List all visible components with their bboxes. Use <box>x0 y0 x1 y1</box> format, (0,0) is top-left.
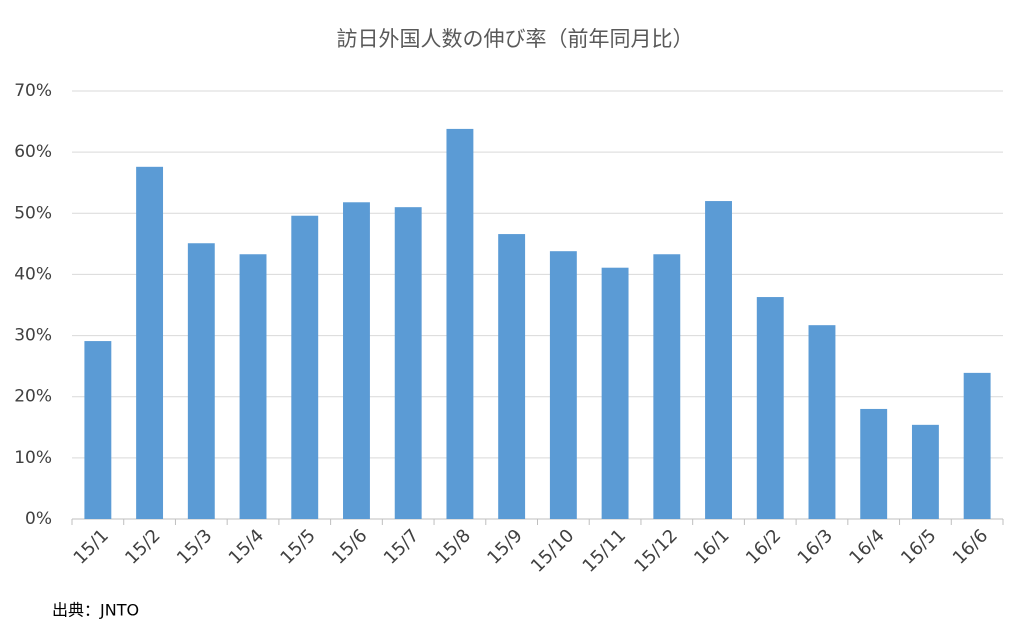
bar <box>394 207 422 519</box>
source-note: 出典：JNTO <box>52 601 139 620</box>
y-tick-label: 30% <box>14 326 52 346</box>
bar <box>653 254 681 519</box>
y-tick-label: 70% <box>14 81 52 101</box>
bar <box>860 408 888 519</box>
bar <box>446 128 474 519</box>
y-tick-label: 50% <box>14 203 52 223</box>
bar <box>756 297 784 519</box>
bar <box>963 372 991 519</box>
bar <box>291 215 319 519</box>
y-tick-label: 60% <box>14 142 52 162</box>
bar <box>187 243 215 519</box>
bar <box>705 201 732 520</box>
bar <box>84 341 112 519</box>
chart-title: 訪日外国人数の伸び率（前年同月比） <box>337 27 694 51</box>
bar <box>239 254 267 519</box>
bar <box>136 166 164 519</box>
bar <box>911 424 939 519</box>
y-tick-label: 40% <box>14 264 52 284</box>
bar <box>343 202 370 519</box>
y-tick-label: 20% <box>14 387 52 407</box>
y-tick-label: 10% <box>14 448 52 468</box>
bar <box>498 234 526 519</box>
bar <box>808 325 836 519</box>
bar <box>601 267 629 519</box>
bar <box>549 251 577 520</box>
y-tick-label: 0% <box>25 509 52 529</box>
